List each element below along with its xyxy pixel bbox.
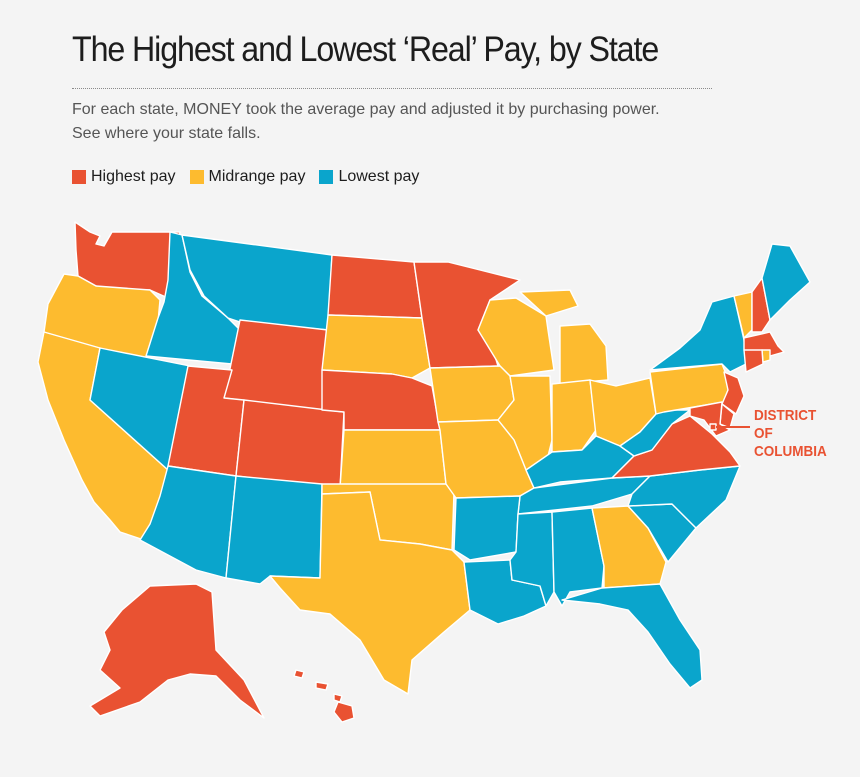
state-nj[interactable] (721, 371, 745, 415)
state-wi[interactable] (477, 297, 555, 377)
title-divider (72, 88, 712, 89)
state-wy[interactable] (223, 319, 329, 411)
legend-label-highest: Highest pay (91, 168, 176, 185)
legend-swatch-lowest (319, 170, 334, 184)
dc-label-line-3: COLUMBIA (754, 443, 827, 460)
state-tx[interactable] (269, 491, 471, 695)
legend-item-midrange: Midrange pay (189, 168, 306, 186)
legend-swatch-midrange (189, 170, 204, 184)
dc-label-line-2: OF (754, 425, 773, 442)
legend-item-highest: Highest pay (72, 168, 176, 186)
subtitle-line-2: See where your state falls. (72, 125, 261, 142)
state-hi[interactable] (293, 669, 355, 723)
page-title: The Highest and Lowest ‘Real’ Pay, by St… (72, 30, 659, 69)
dc-label-line-1: DISTRICT (754, 407, 817, 424)
legend-label-lowest: Lowest pay (338, 168, 420, 185)
state-mi[interactable] (519, 289, 609, 385)
state-ny[interactable] (649, 295, 747, 373)
dc-label: DISTRICT OF COLUMBIA (754, 407, 827, 461)
state-nm[interactable] (225, 475, 323, 585)
legend-swatch-highest (72, 170, 86, 184)
state-ks[interactable] (339, 429, 447, 489)
state-ct[interactable] (743, 349, 764, 373)
legend-label-midrange: Midrange pay (208, 168, 306, 185)
state-in[interactable] (551, 379, 597, 453)
state-ar[interactable] (453, 495, 521, 561)
state-fl[interactable] (561, 583, 703, 689)
state-co[interactable] (235, 399, 345, 489)
state-ia[interactable] (429, 365, 515, 423)
subtitle-line-1: For each state, MONEY took the average p… (72, 101, 660, 118)
state-nd[interactable] (327, 254, 423, 319)
legend: Highest pay Midrange pay Lowest pay (72, 168, 419, 186)
legend-item-lowest: Lowest pay (319, 168, 419, 186)
state-nh[interactable] (751, 277, 771, 333)
state-ak[interactable] (89, 583, 265, 719)
state-dc[interactable] (709, 423, 717, 431)
state-me[interactable] (761, 243, 811, 321)
state-sd[interactable] (321, 314, 431, 379)
subtitle: For each state, MONEY took the average p… (72, 98, 732, 146)
